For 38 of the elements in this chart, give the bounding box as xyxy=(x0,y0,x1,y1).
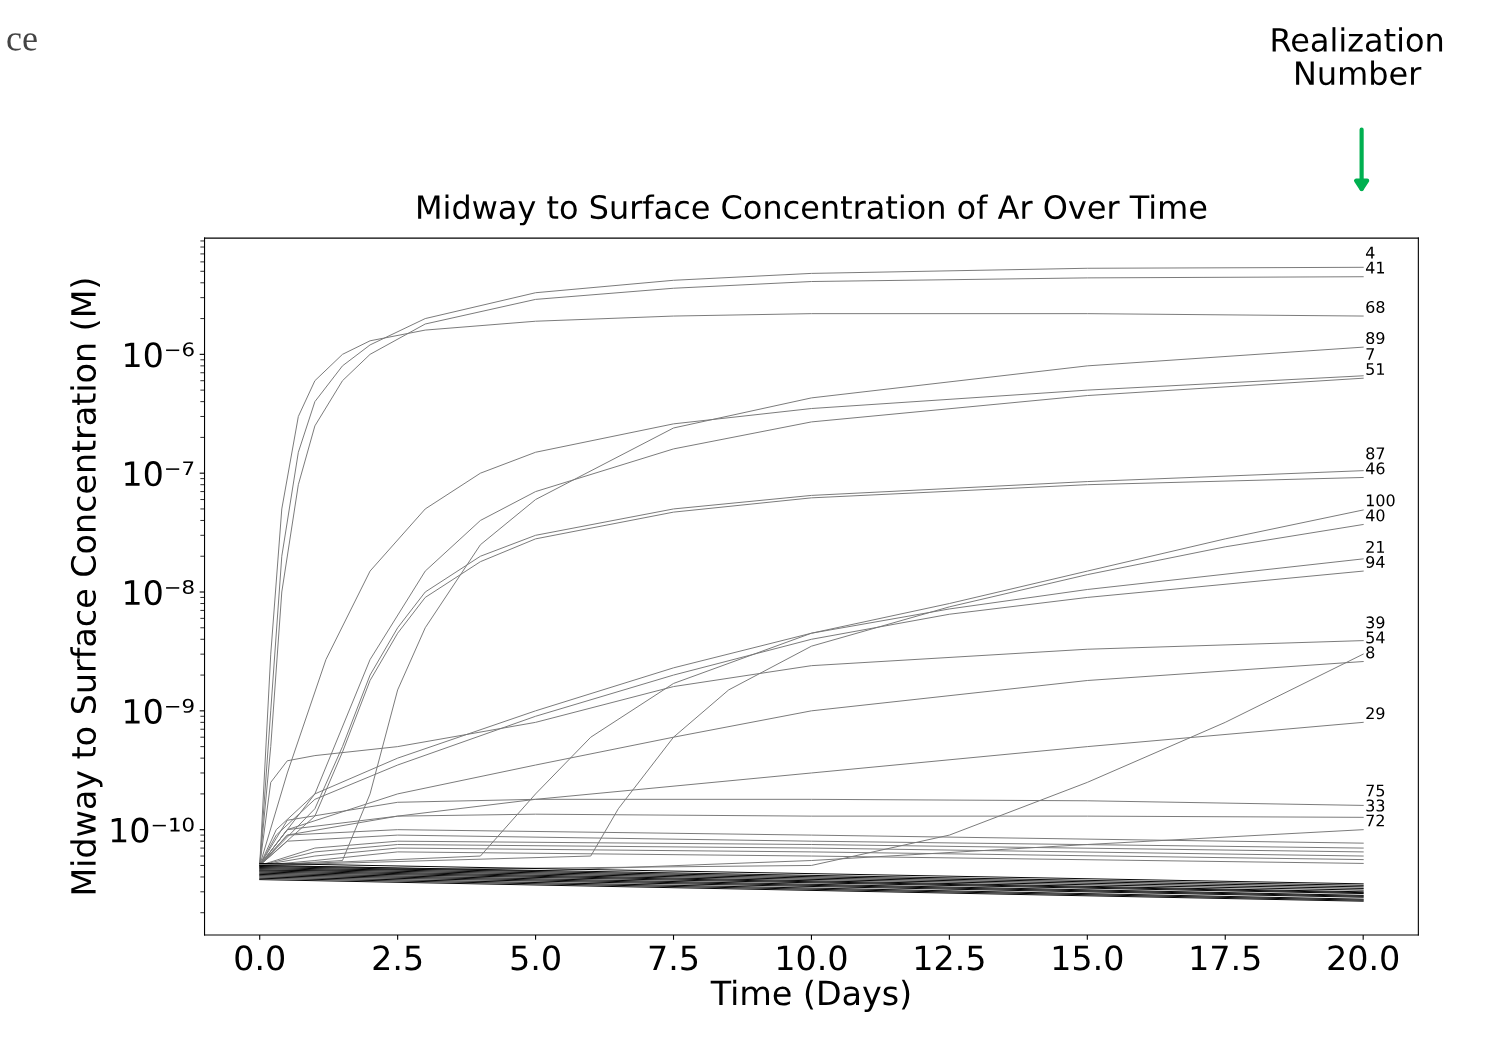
series-label: 51 xyxy=(1366,363,1385,376)
x-tick-label: 17.5 xyxy=(1191,945,1260,971)
y-tick-label: 10⁻⁸ xyxy=(125,579,194,606)
series-label: 46 xyxy=(1365,462,1385,475)
y-axis-title: Midway to Surface Concentration (M) xyxy=(70,279,103,894)
series-label: 39 xyxy=(1366,616,1385,629)
series-label: 87 xyxy=(1366,447,1385,460)
x-tick-label: 7.5 xyxy=(649,945,698,971)
series-label: 54 xyxy=(1366,631,1385,644)
x-tick-label: 5.0 xyxy=(511,945,560,971)
series-label: 94 xyxy=(1366,555,1385,568)
series-label: 72 xyxy=(1366,814,1384,827)
series-label: 68 xyxy=(1366,300,1385,313)
text: Realization Number xyxy=(1272,27,1443,86)
y-tick-label: 10⁻⁹ xyxy=(125,698,194,724)
series-label: 40 xyxy=(1365,509,1385,522)
series-label: 75 xyxy=(1366,784,1385,797)
x-tick-label: 12.5 xyxy=(915,945,984,971)
y-tick-label: 10⁻⁷ xyxy=(125,461,194,487)
series-label: 100 xyxy=(1366,494,1395,507)
series-label: 4 xyxy=(1365,246,1375,259)
series-label: 41 xyxy=(1365,261,1385,274)
x-tick-label: 2.5 xyxy=(373,945,422,971)
series-label: 89 xyxy=(1366,331,1385,345)
series-label: 21 xyxy=(1366,540,1385,553)
x-tick-label: 15.0 xyxy=(1053,945,1123,971)
series-label: 8 xyxy=(1366,646,1375,659)
text: ce xyxy=(7,33,37,51)
chart-title: Midway to Surface Concentration of Ar Over Time xyxy=(418,194,1207,226)
x-axis-title: Time (Days) xyxy=(710,979,910,1012)
series-label: 33 xyxy=(1366,799,1385,812)
x-tick-label: 0.0 xyxy=(235,945,285,971)
x-tick-label: 20.0 xyxy=(1328,945,1399,971)
series-label: 29 xyxy=(1366,707,1385,720)
series-label: 7 xyxy=(1366,348,1374,360)
x-tick-label: 10.0 xyxy=(778,945,847,971)
y-tick-label: 10⁻¹⁰ xyxy=(111,817,194,843)
y-tick-label: 10⁻⁶ xyxy=(125,342,194,368)
